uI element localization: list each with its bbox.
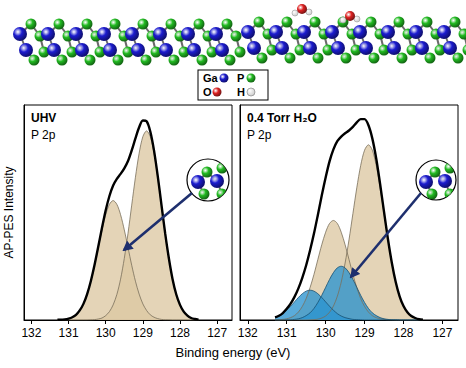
svg-text:129: 129 — [355, 326, 375, 340]
svg-text:P 2p: P 2p — [247, 128, 272, 142]
svg-text:130: 130 — [316, 326, 336, 340]
svg-text:UHV: UHV — [31, 111, 56, 125]
svg-text:127: 127 — [207, 326, 227, 340]
svg-text:127: 127 — [432, 326, 452, 340]
svg-text:AP-PES Intensity: AP-PES Intensity — [2, 166, 16, 258]
svg-text:O: O — [203, 86, 212, 98]
svg-text:Binding energy (eV): Binding energy (eV) — [176, 345, 291, 360]
svg-text:0.4 Torr H₂O: 0.4 Torr H₂O — [247, 111, 317, 125]
svg-text:Ga: Ga — [203, 72, 219, 84]
svg-text:132: 132 — [21, 326, 41, 340]
svg-text:P: P — [237, 72, 244, 84]
svg-text:H: H — [237, 86, 245, 98]
svg-text:132: 132 — [238, 326, 258, 340]
svg-text:131: 131 — [277, 326, 297, 340]
svg-text:P 2p: P 2p — [31, 128, 56, 142]
svg-text:128: 128 — [393, 326, 413, 340]
svg-text:129: 129 — [133, 326, 153, 340]
svg-text:128: 128 — [170, 326, 190, 340]
svg-text:131: 131 — [59, 326, 79, 340]
svg-text:130: 130 — [96, 326, 116, 340]
